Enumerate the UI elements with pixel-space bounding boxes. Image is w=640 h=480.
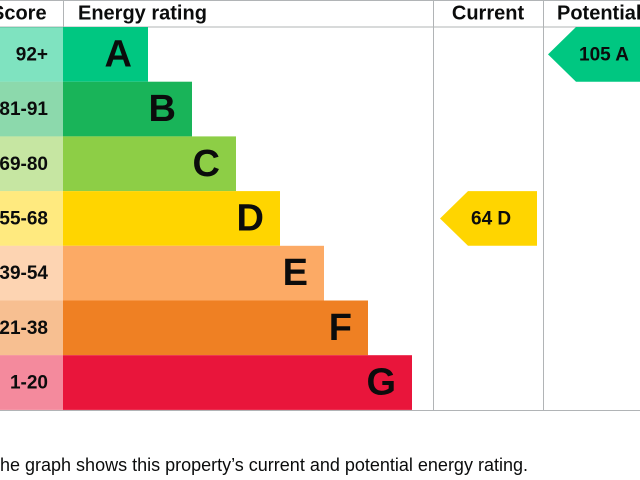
current-score: 64 [471,208,493,229]
potential-rating: A [615,44,629,65]
potential-label: 105 A [579,44,629,65]
rating-letter: B [149,88,176,130]
score-range: 81-91 [0,99,48,120]
rating-bar [63,245,324,301]
score-range: 39-54 [0,263,48,284]
score-cell [0,245,63,301]
score-cell [0,191,63,246]
rating-bar [63,136,236,192]
rating-bar [63,81,192,137]
current-label: 64 D [471,208,511,229]
rating-letter: C [193,143,220,185]
score-cell [0,136,63,192]
potential-header: Potential [557,2,640,24]
potential-score: 105 [579,44,611,65]
rating-bar [63,300,368,356]
score-cell [0,300,63,356]
potential-arrow [548,27,640,82]
score-cell [0,355,63,410]
rating-bar [63,355,412,410]
rating-letter: A [105,33,132,75]
score-range: 55-68 [0,208,48,229]
rating-letter: D [237,197,264,239]
score-range: 1-20 [10,373,48,394]
current-arrow [440,191,537,246]
score-range: 69-80 [0,154,48,175]
current-header: Current [452,2,525,24]
rating-header: Energy rating [78,2,207,24]
score-range: 92+ [16,44,48,65]
score-cell [0,81,63,137]
caption: The graph shows this property’s current … [0,455,528,475]
rating-bar [63,27,148,82]
score-range: 21-38 [0,318,48,339]
score-header: Score [0,2,47,24]
rating-bar [63,191,280,246]
rating-letter: G [366,362,396,404]
rating-letter: E [283,252,308,294]
current-rating: D [497,208,511,229]
rating-letter: F [329,307,352,349]
score-cell [0,27,63,82]
